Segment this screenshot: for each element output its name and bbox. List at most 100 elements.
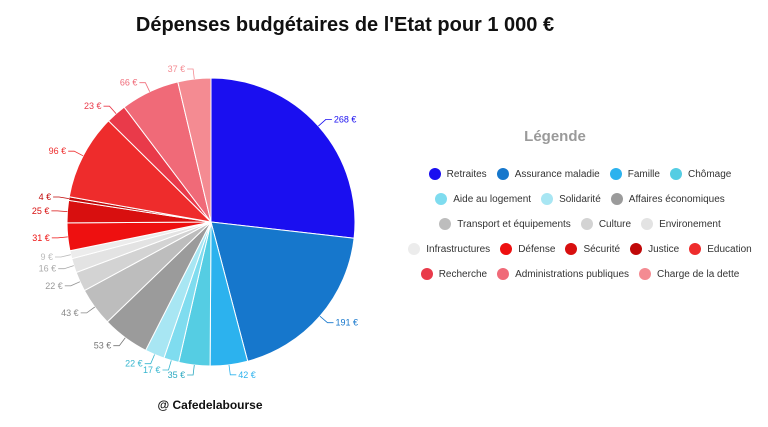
- leader-line-1: [319, 315, 334, 324]
- leader-line-2: [228, 364, 237, 376]
- legend-item-8[interactable]: Culture: [580, 218, 632, 230]
- legend-row-0: Retraites Assurance maladie Famille Chômage: [395, 166, 765, 182]
- leader-line-3: [187, 364, 195, 376]
- legend-label-0: Retraites: [446, 168, 487, 180]
- leader-line-11: [51, 236, 68, 239]
- legend-item-17[interactable]: Charge de la dette: [639, 268, 739, 280]
- data-label-1: 191 €: [336, 318, 359, 328]
- legend-item-0[interactable]: Retraites: [428, 168, 487, 180]
- legend-row-1: Aide au logement Solidarité Affaires écono…: [395, 191, 765, 207]
- legend-item-16[interactable]: Administrations publiques: [497, 268, 629, 280]
- pie-slice-0[interactable]: [210, 77, 356, 239]
- data-label-3: 35 €: [168, 370, 186, 380]
- leader-line-6: [113, 337, 126, 347]
- data-label-17: 37 €: [168, 64, 186, 74]
- legend-item-12[interactable]: Sécurité: [565, 243, 620, 255]
- legend-item-4[interactable]: Aide au logement: [435, 193, 531, 205]
- legend-item-9[interactable]: Environement: [641, 218, 721, 230]
- legend-label-1: Assurance maladie: [514, 168, 600, 180]
- legend-label-16: Administrations publiques: [515, 268, 630, 280]
- leader-line-5: [144, 354, 155, 365]
- legend-label-15: Recherche: [438, 268, 488, 280]
- legend-label-6: Affaires économiques: [628, 193, 725, 205]
- leader-line-0: [318, 119, 332, 127]
- leader-line-15: [103, 105, 117, 114]
- leader-line-4: [162, 360, 172, 371]
- pie-slice-14[interactable]: [68, 120, 213, 223]
- legend-item-13[interactable]: Justice: [630, 243, 679, 255]
- data-label-12: 25 €: [32, 206, 50, 216]
- legend-item-10[interactable]: Infrastructures: [408, 243, 490, 255]
- leader-line-7: [80, 306, 96, 314]
- legend-item-2[interactable]: Famille: [609, 168, 660, 180]
- legend-label-8: Culture: [598, 218, 632, 230]
- legend-label-5: Solidarité: [559, 193, 601, 205]
- legend-label-9: Environement: [659, 218, 721, 230]
- leader-line-13: [53, 196, 69, 199]
- legend-marker-1: [496, 168, 509, 180]
- legend-label-14: Education: [707, 243, 752, 255]
- legend-marker-2: [609, 168, 622, 180]
- legend-label-10: Infrastructures: [426, 243, 491, 255]
- data-label-13: 4 €: [39, 192, 52, 202]
- legend-label-3: Chômage: [687, 168, 732, 180]
- legend-label-17: Charge de la dette: [657, 268, 740, 280]
- legend-item-7[interactable]: Transport et équipements: [439, 218, 571, 230]
- legend-marker-13: [630, 243, 643, 255]
- leader-line-17: [187, 68, 195, 80]
- legend-marker-11: [500, 243, 513, 255]
- data-label-15: 23 €: [84, 101, 102, 111]
- legend-marker-6: [610, 193, 623, 205]
- leader-line-12: [51, 210, 68, 212]
- legend-row-2: Transport et équipements Culture Environem…: [395, 216, 765, 232]
- legend-marker-0: [428, 168, 441, 180]
- legend-marker-15: [420, 268, 433, 280]
- data-label-6: 53 €: [94, 341, 112, 351]
- legend-row-4: Recherche Administrations publiques Charge…: [395, 266, 765, 282]
- data-label-14: 96 €: [49, 146, 67, 156]
- data-label-8: 22 €: [45, 281, 63, 291]
- data-label-16: 66 €: [120, 78, 138, 88]
- leader-line-8: [64, 281, 81, 287]
- legend-title: Légende: [524, 128, 586, 145]
- credit-text: @ Cafedelabourse: [157, 398, 263, 412]
- legend-marker-8: [580, 218, 593, 230]
- data-label-0: 268 €: [334, 114, 357, 124]
- legend-item-15[interactable]: Recherche: [420, 268, 488, 280]
- legend-label-4: Aide au logement: [453, 193, 532, 205]
- legend-marker-7: [439, 218, 452, 230]
- legend-item-5[interactable]: Solidarité: [541, 193, 601, 205]
- legend-marker-12: [565, 243, 578, 255]
- legend-marker-5: [541, 193, 554, 205]
- leader-line-16: [139, 82, 151, 92]
- data-label-7: 43 €: [61, 308, 79, 318]
- legend-item-14[interactable]: Education: [689, 243, 752, 255]
- legend-item-6[interactable]: Affaires économiques: [610, 193, 725, 205]
- data-label-9: 16 €: [39, 264, 57, 274]
- leader-line-9: [58, 265, 74, 270]
- legend-item-11[interactable]: Défense: [500, 243, 555, 255]
- data-label-5: 22 €: [125, 359, 143, 369]
- data-label-2: 42 €: [238, 370, 256, 380]
- legend-row-3: Infrastructures Défense Sécurité Justice Edu…: [395, 241, 765, 257]
- legend-label-12: Sécurité: [583, 243, 621, 255]
- legend-marker-9: [641, 218, 654, 230]
- chart-title: Dépenses budgétaires de l'Etat pour 1 00…: [135, 14, 555, 36]
- leader-line-10: [55, 254, 71, 258]
- legend-label-7: Transport et équipements: [457, 218, 571, 230]
- legend-label-2: Famille: [627, 168, 660, 180]
- legend-label-11: Défense: [518, 243, 556, 255]
- legend-item-3[interactable]: Chômage: [669, 168, 732, 180]
- data-label-10: 9 €: [40, 252, 53, 262]
- data-label-11: 31 €: [32, 233, 50, 243]
- leader-line-14: [68, 150, 84, 157]
- legend-marker-4: [435, 193, 448, 205]
- legend-marker-10: [408, 243, 421, 255]
- legend-marker-16: [497, 268, 510, 280]
- legend-marker-3: [669, 168, 682, 180]
- legend-marker-14: [689, 243, 702, 255]
- legend-label-13: Justice: [648, 243, 680, 255]
- legend-item-1[interactable]: Assurance maladie: [496, 168, 600, 180]
- data-label-4: 17 €: [143, 365, 161, 375]
